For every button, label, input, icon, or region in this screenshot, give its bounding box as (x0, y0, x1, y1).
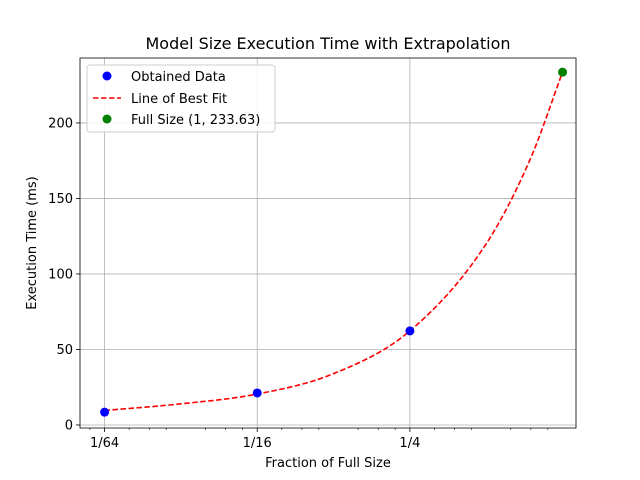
fit-line-layer (104, 71, 564, 412)
y-tick-label: 0 (65, 418, 73, 433)
data-points (100, 67, 568, 417)
y-axis-label: Execution Time (ms) (25, 176, 40, 309)
legend-label-fit-line: Line of Best Fit (131, 92, 227, 107)
fit-line (104, 71, 564, 412)
chart-title: Model Size Execution Time with Extrapola… (145, 34, 510, 53)
obtained-data-point (252, 388, 262, 398)
x-tick-label: 1/64 (90, 436, 119, 451)
obtained-data-point (405, 326, 415, 336)
y-axis-ticks: 0 50 100 150 200 (48, 116, 80, 433)
y-tick-label: 150 (48, 192, 73, 207)
legend: Obtained Data Line of Best Fit Full Size… (86, 64, 276, 133)
legend-label-obtained: Obtained Data (131, 70, 226, 85)
obtained-data-point (100, 407, 110, 417)
x-tick-label: 1/4 (399, 436, 420, 451)
x-axis-label: Fraction of Full Size (265, 456, 391, 471)
y-tick-label: 200 (48, 116, 73, 131)
plot-frame (79, 57, 577, 429)
y-tick-label: 50 (56, 343, 73, 358)
legend-label-full-size: Full Size (1, 233.63) (131, 113, 260, 128)
x-tick-label: 1/16 (243, 436, 272, 451)
x-axis-ticks: 1/64 1/16 1/4 (90, 428, 420, 451)
full-size-point (558, 67, 568, 77)
y-tick-label: 100 (48, 267, 73, 282)
legend-marker-obtained (102, 71, 112, 81)
legend-box (86, 64, 276, 133)
legend-marker-full-size (102, 114, 112, 124)
